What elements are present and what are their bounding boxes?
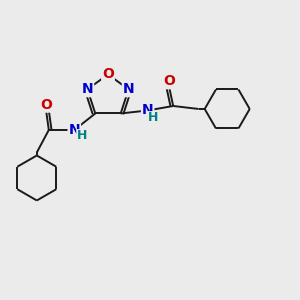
Text: O: O	[40, 98, 52, 112]
Text: H: H	[148, 112, 158, 124]
Text: O: O	[163, 74, 175, 88]
Text: N: N	[123, 82, 134, 96]
Text: N: N	[142, 103, 154, 118]
Text: N: N	[82, 82, 93, 96]
Text: N: N	[68, 123, 80, 137]
Text: H: H	[76, 130, 87, 142]
Text: O: O	[102, 68, 114, 81]
